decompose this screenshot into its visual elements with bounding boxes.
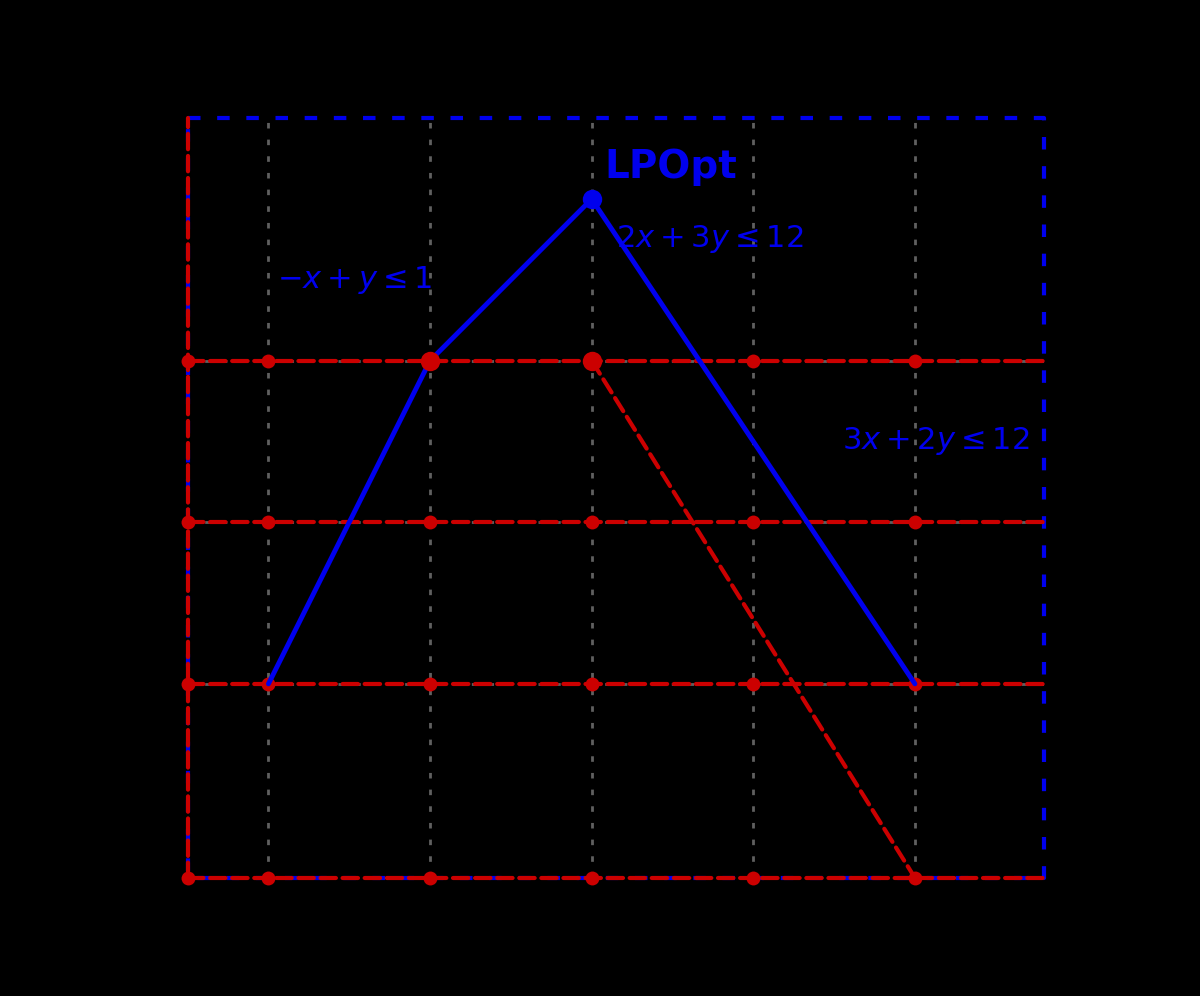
Text: $-x + y \leq 1$: $-x + y \leq 1$	[276, 264, 432, 296]
Text: $3x + 2y \leq 12$: $3x + 2y \leq 12$	[842, 425, 1030, 457]
Text: LPOpt: LPOpt	[605, 148, 737, 186]
Text: $2x + 3y \leq 12$: $2x + 3y \leq 12$	[616, 223, 804, 255]
